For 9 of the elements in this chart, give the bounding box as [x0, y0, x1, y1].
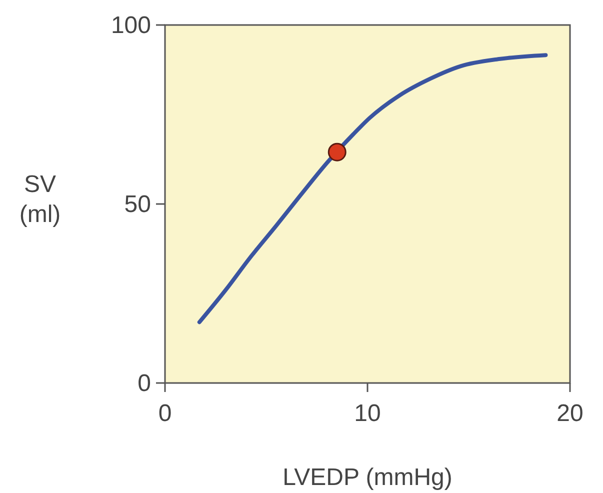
line-series [197, 53, 548, 324]
y-axis-title: SV (ml) [19, 171, 61, 228]
y-tick-label: 100 [110, 12, 151, 39]
x-axis-title: LVEDP (mmHg) [282, 464, 452, 491]
y-tick-label: 50 [124, 191, 151, 218]
x-tick-label: 10 [354, 400, 381, 427]
y-tick-label: 0 [138, 370, 151, 397]
x-tick-label: 20 [556, 400, 584, 427]
x-tick-label: 0 [158, 400, 172, 427]
